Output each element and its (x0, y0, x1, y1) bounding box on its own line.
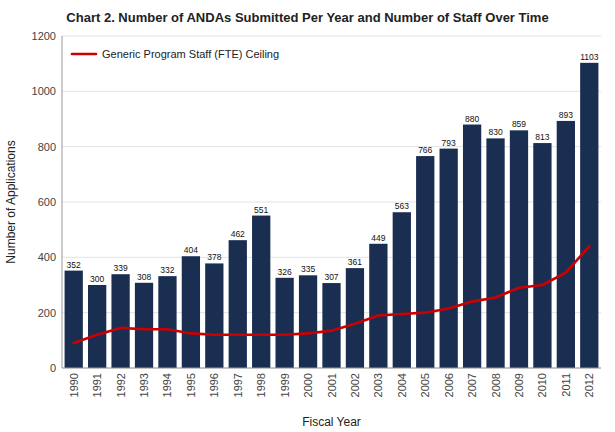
y-tick-label: 1000 (32, 85, 56, 97)
bar (557, 121, 575, 368)
data-label: 766 (418, 145, 432, 155)
x-tick-label: 1996 (208, 373, 220, 397)
x-tick-label: 1999 (279, 373, 291, 397)
data-label: 300 (90, 274, 104, 284)
x-tick-label: 1998 (255, 373, 267, 397)
line (74, 246, 590, 343)
y-tick-label: 600 (38, 196, 56, 208)
x-tick-label: 2000 (302, 373, 314, 397)
data-label: 893 (559, 110, 573, 120)
data-label: 462 (231, 229, 245, 239)
x-tick-label: 1992 (115, 373, 127, 397)
data-label: 335 (301, 264, 315, 274)
data-label: 830 (488, 127, 502, 137)
x-tick-label: 1993 (138, 373, 150, 397)
data-label: 332 (160, 265, 174, 275)
y-tick-label: 400 (38, 251, 56, 263)
bar (275, 278, 293, 368)
bar (393, 212, 411, 368)
data-labels: 352 300 339 308 332 404 378 462 551 326 335 307 361 4… (67, 52, 599, 284)
x-tick-label: 2003 (372, 373, 384, 397)
x-tick-label: 2007 (466, 373, 478, 397)
bar (111, 274, 129, 368)
bar (299, 275, 317, 368)
y-tick-label: 200 (38, 307, 56, 319)
x-tick-label: 1991 (91, 373, 103, 397)
bar (158, 276, 176, 368)
plot-marks (65, 63, 599, 368)
bar (486, 138, 504, 368)
x-tick-label: 2004 (396, 373, 408, 397)
legend-item: Generic Program Staff (FTE) Ceiling (72, 48, 279, 60)
data-label: 551 (254, 205, 268, 215)
bar (346, 268, 364, 368)
bar (322, 283, 340, 368)
data-label: 859 (512, 119, 526, 129)
bar (252, 216, 270, 368)
grid-line (62, 91, 601, 92)
x-tick-label: 1994 (161, 373, 173, 397)
chart-container: Chart 2. Number of ANDAs Submitted Per Y… (0, 0, 615, 432)
x-tick-label: 2011 (560, 373, 572, 397)
legend: Generic Program Staff (FTE) Ceiling (72, 48, 279, 60)
x-tick-label: 2005 (419, 373, 431, 397)
data-label: 563 (395, 201, 409, 211)
x-tick-label: 2008 (490, 373, 502, 397)
x-tick-label: 1990 (68, 373, 80, 397)
chart-svg: Chart 2. Number of ANDAs Submitted Per Y… (0, 0, 615, 432)
data-label: 326 (278, 267, 292, 277)
y-tick-label: 800 (38, 141, 56, 153)
data-label: 378 (207, 252, 221, 262)
bar (580, 63, 598, 368)
bar (229, 240, 247, 368)
bar (135, 283, 153, 368)
bar-series (65, 63, 599, 368)
y-axis-label: Number of Applications (4, 140, 18, 263)
y-grid (62, 36, 601, 368)
bar (440, 149, 458, 368)
bar (88, 285, 106, 368)
data-label: 449 (371, 233, 385, 243)
data-label: 361 (348, 257, 362, 267)
grid-line (62, 36, 601, 37)
x-tick-label: 2012 (583, 373, 595, 397)
data-label: 352 (67, 260, 81, 270)
bar (182, 256, 200, 368)
grid-line (62, 368, 601, 369)
x-axis-line (62, 368, 601, 369)
bar (369, 244, 387, 368)
x-tick-label: 1997 (232, 373, 244, 397)
legend-label: Generic Program Staff (FTE) Ceiling (102, 48, 279, 60)
x-tick-label: 1995 (185, 373, 197, 397)
bar (205, 263, 223, 368)
legend-swatch (72, 53, 96, 56)
bar (510, 130, 528, 368)
data-label: 1103 (580, 52, 599, 62)
x-tick-label: 2006 (443, 373, 455, 397)
chart-title: Chart 2. Number of ANDAs Submitted Per Y… (66, 10, 548, 25)
data-label: 307 (324, 272, 338, 282)
bar (463, 125, 481, 368)
x-tick-label: 2001 (326, 373, 338, 397)
data-label: 404 (184, 245, 198, 255)
x-axis-label: Fiscal Year (302, 415, 361, 429)
x-tick-label: 2009 (513, 373, 525, 397)
y-tick-label: 1200 (32, 30, 56, 42)
bar (65, 271, 83, 368)
y-tick-label: 0 (50, 362, 56, 374)
x-tick-label: 2010 (536, 373, 548, 397)
data-label: 308 (137, 272, 151, 282)
data-label: 880 (465, 114, 479, 124)
data-label: 339 (113, 263, 127, 273)
bar (416, 156, 434, 368)
bar (533, 143, 551, 368)
x-tick-label: 2002 (349, 373, 361, 397)
data-label: 813 (535, 132, 549, 142)
data-label: 793 (442, 138, 456, 148)
y-axis-line (62, 36, 63, 368)
